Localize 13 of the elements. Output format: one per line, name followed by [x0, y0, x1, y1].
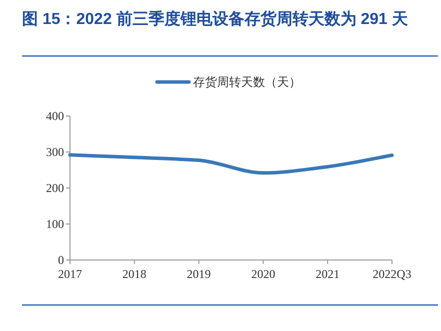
x-tick-label: 2017 [58, 267, 82, 281]
legend-label: 存货周转天数（天） [193, 75, 301, 89]
x-tick-label: 2019 [186, 267, 211, 281]
x-tick-label: 2021 [316, 267, 340, 281]
y-tick-label: 400 [46, 109, 64, 123]
x-tick-label: 2018 [122, 267, 146, 281]
y-tick-label: 300 [46, 145, 64, 159]
x-tick-label: 2020 [251, 267, 276, 281]
y-tick-label: 0 [58, 253, 64, 267]
y-tick-label: 100 [46, 217, 64, 231]
y-tick-label: 200 [46, 181, 64, 195]
title: 图 15：2022 前三季度锂电设备存货周转天数为 291 天 [22, 11, 408, 28]
x-tick-label: 2022Q3 [372, 267, 412, 281]
